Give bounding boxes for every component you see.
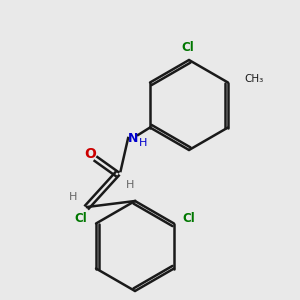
Text: O: O xyxy=(84,148,96,161)
Text: H: H xyxy=(139,137,147,148)
Text: Cl: Cl xyxy=(75,212,87,226)
Text: CH₃: CH₃ xyxy=(244,74,264,85)
Text: Cl: Cl xyxy=(181,41,194,54)
Text: N: N xyxy=(128,131,139,145)
Text: Cl: Cl xyxy=(183,212,195,226)
Text: H: H xyxy=(69,191,78,202)
Text: H: H xyxy=(126,179,135,190)
